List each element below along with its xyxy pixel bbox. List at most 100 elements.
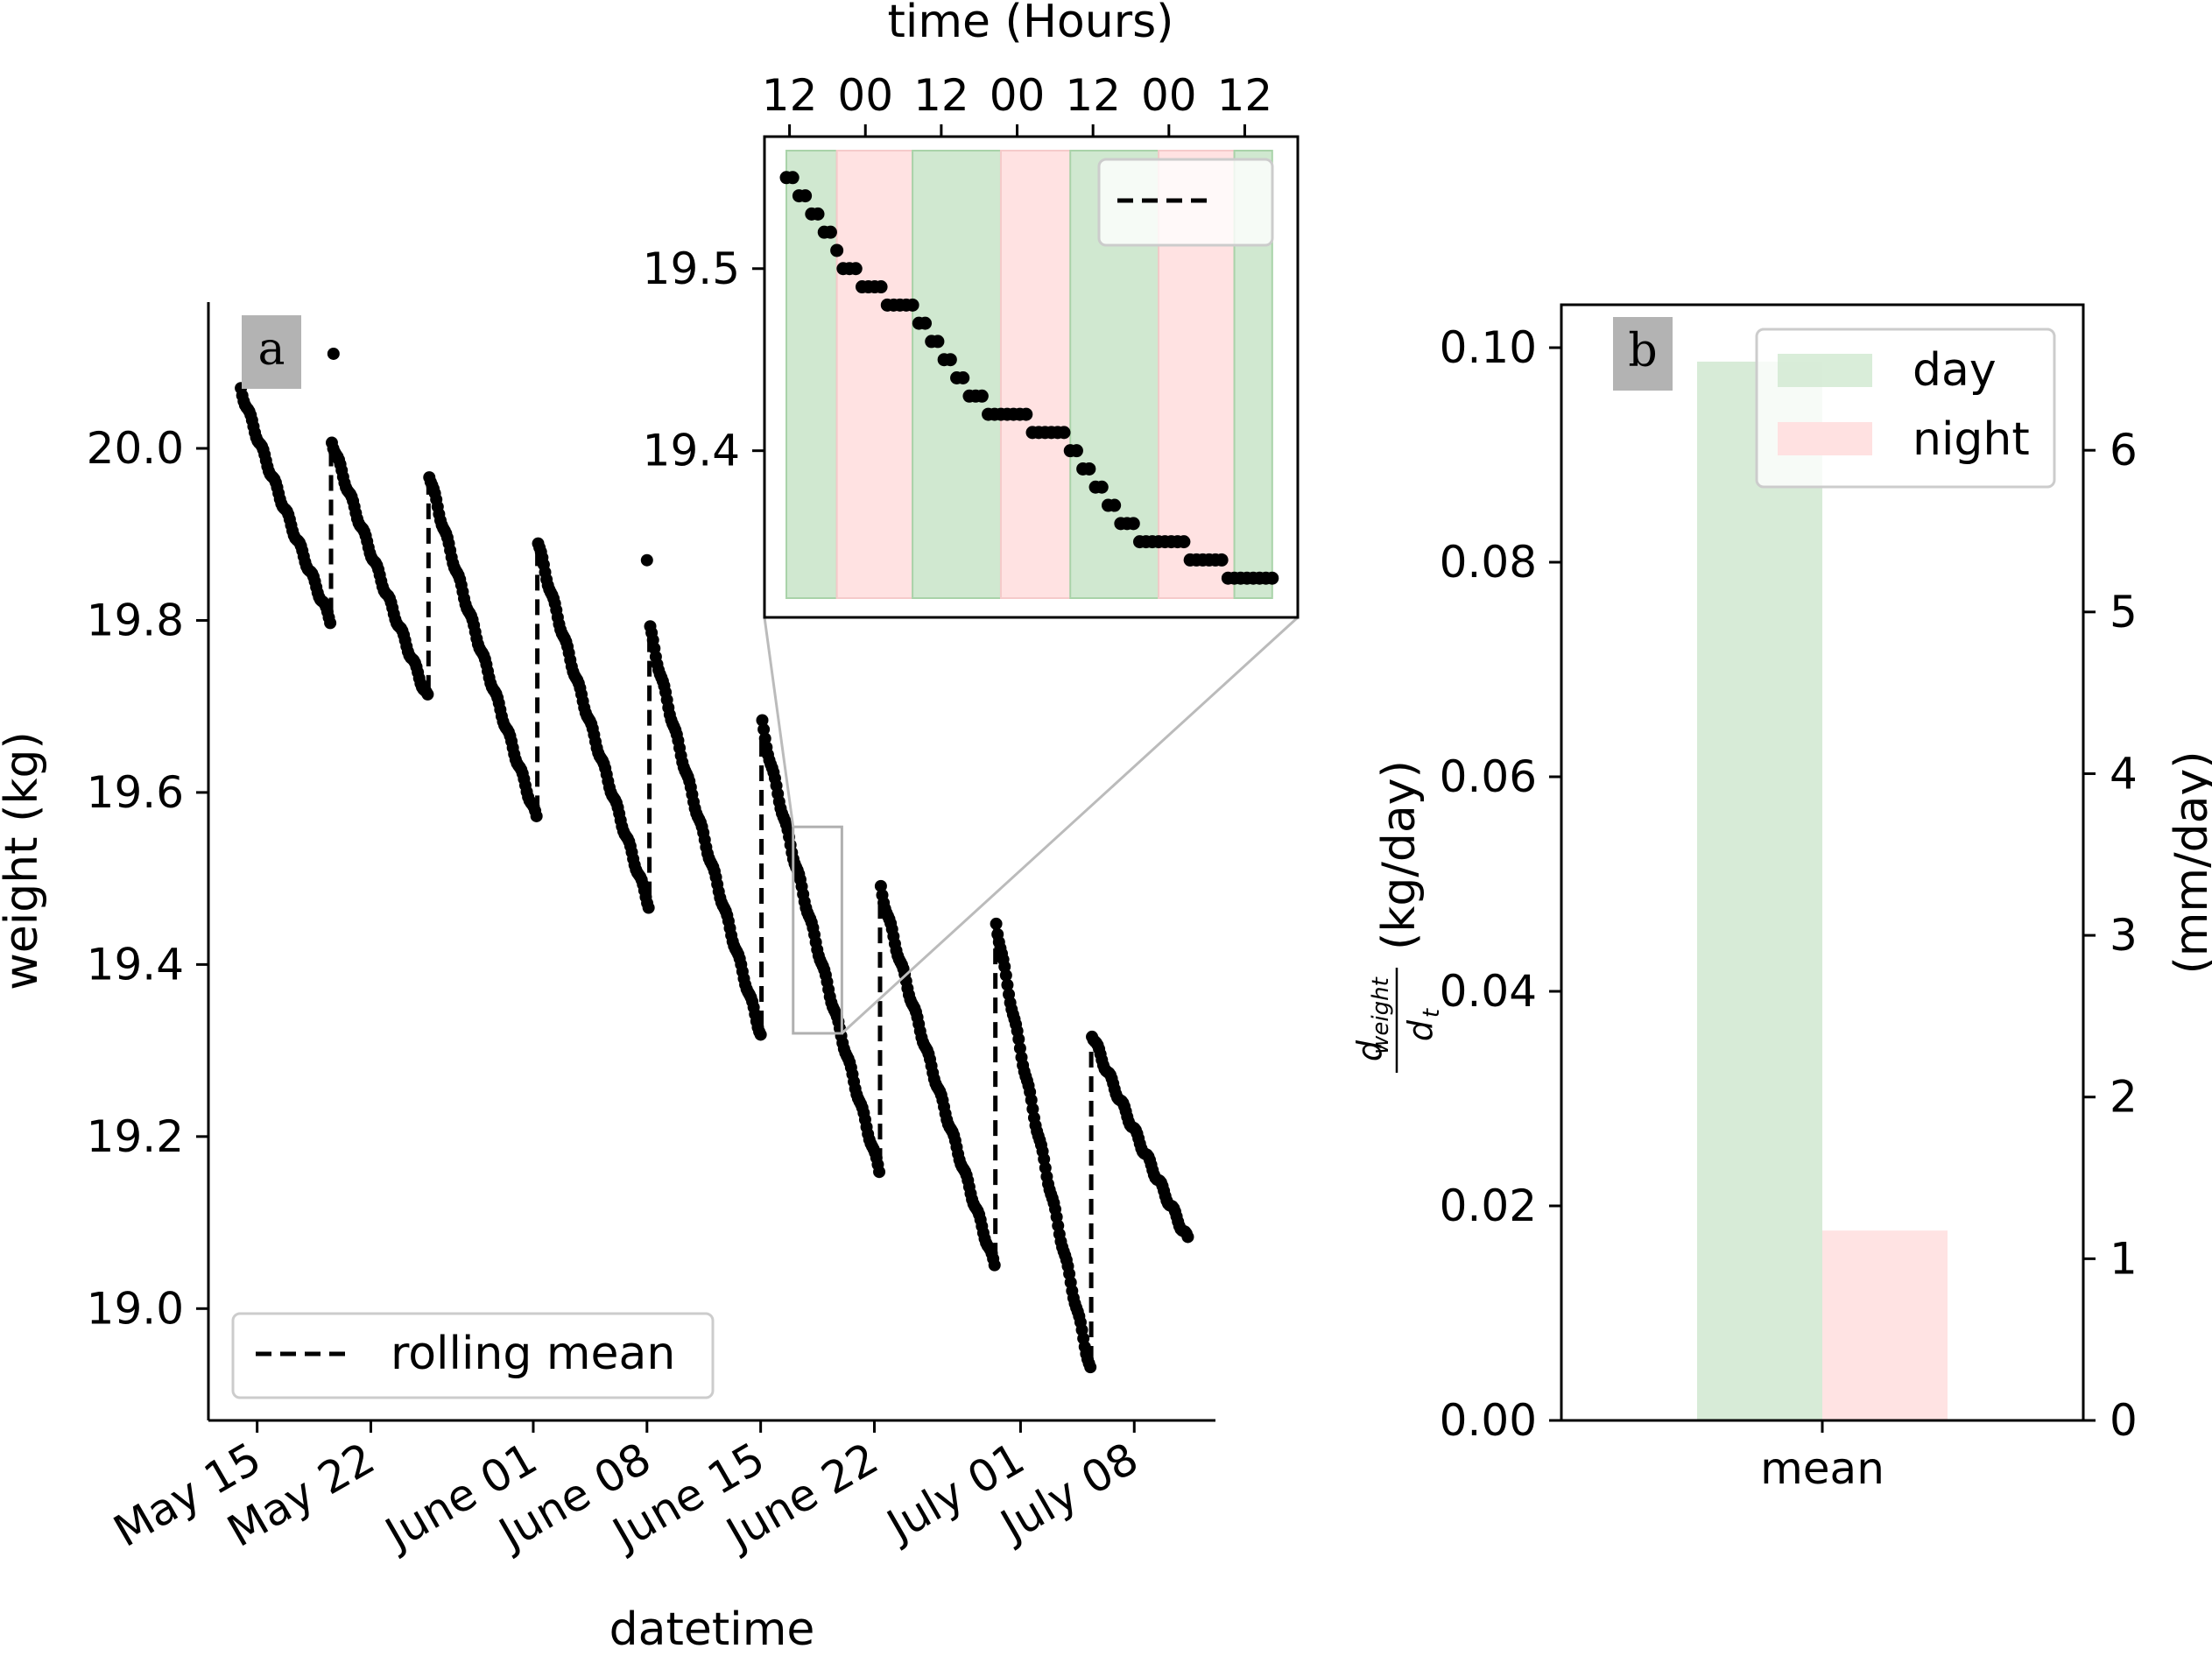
left-y-tick-label: 0.10 xyxy=(1440,322,1537,373)
panel-a-label: a xyxy=(257,323,285,376)
panel-a-zoom-box xyxy=(792,825,843,1035)
weight-point xyxy=(756,714,769,727)
inset-legend xyxy=(1097,158,1274,247)
inset-y-tick-label: 19.4 xyxy=(643,426,740,476)
fraction-denominator-sub: t xyxy=(1419,1008,1445,1018)
panel-b-x-ticks: mean xyxy=(1760,1420,1884,1494)
inset-x-tick-label: 12 xyxy=(762,70,818,121)
right-y-tick-label: 6 xyxy=(2110,425,2138,476)
fraction-denominator: d xyxy=(1401,1019,1440,1041)
inset-weight-point xyxy=(823,225,837,239)
inset-x-tick-label: 12 xyxy=(1217,70,1273,121)
panel-b-legend-label-night: night xyxy=(1913,413,2030,466)
weight-point xyxy=(990,917,1003,930)
panel-b-legend-label-day: day xyxy=(1913,344,1997,397)
inset-y-ticks: 19.4 19.5 xyxy=(643,243,764,476)
weight-outlier-point xyxy=(640,553,653,567)
weight-point xyxy=(757,722,771,736)
inset-x-axis-label: time (Hours) xyxy=(888,0,1174,48)
inset-connector-line-left xyxy=(763,617,795,828)
panel-b-y-axis-label: d weight d t (kg/day) xyxy=(1350,760,1445,1073)
weight-point xyxy=(988,1258,1001,1272)
inset-x-tick-label: 12 xyxy=(1065,70,1121,121)
inset-plot-area xyxy=(779,171,1279,585)
panel-a-y-ticks: 19.0 19.2 19.4 19.6 19.8 20.0 xyxy=(87,423,208,1334)
weight-point xyxy=(1084,1361,1097,1374)
weight-point xyxy=(324,617,337,630)
right-y-tick-label: 4 xyxy=(2110,748,2138,799)
inset-weight-point xyxy=(975,389,989,403)
inset-weight-point xyxy=(1177,535,1191,549)
panel-a-x-axis-label: datetime xyxy=(609,1603,815,1656)
panel-a-label-box xyxy=(242,315,301,389)
left-y-tick-label: 0.02 xyxy=(1440,1180,1537,1231)
panel-b-y-axis-unit: (kg/day) xyxy=(1373,760,1426,950)
inset-y-tick-label: 19.5 xyxy=(643,243,740,294)
y-tick-label: 19.8 xyxy=(87,595,184,645)
weight-outlier-point xyxy=(327,347,340,360)
inset-weight-point xyxy=(943,353,957,367)
inset-weight-point xyxy=(1082,462,1096,476)
panel-b-right-y-ticks: 0 1 2 3 4 5 6 xyxy=(2083,425,2138,1446)
inset-weight-point xyxy=(811,207,825,221)
inset-weight-point xyxy=(874,280,888,294)
inset-weight-point xyxy=(799,189,813,203)
bar-night xyxy=(1822,1230,1948,1420)
inset-x-tick-label: 00 xyxy=(1141,70,1197,121)
panel-b-right-y-axis-label: (mm/day) xyxy=(2166,750,2212,974)
right-y-tick-label: 2 xyxy=(2110,1072,2138,1123)
inset-night-band xyxy=(835,150,914,599)
right-y-tick-label: 3 xyxy=(2110,910,2138,961)
weight-point xyxy=(999,969,1012,982)
weight-point xyxy=(530,809,543,822)
inset-x-tick-label: 00 xyxy=(990,70,1046,121)
weight-point xyxy=(1013,1042,1026,1055)
right-y-tick-label: 5 xyxy=(2110,587,2138,638)
panel-a-plot-area xyxy=(235,347,1194,1374)
inset-weight-point xyxy=(905,298,919,312)
weight-point xyxy=(421,687,434,701)
inset-legend-frame xyxy=(1097,158,1274,247)
panel-b-bars xyxy=(1697,361,1948,1420)
panel-a-legend-label: rolling mean xyxy=(391,1328,675,1380)
inset-weight-point xyxy=(1265,571,1279,585)
weight-point xyxy=(874,879,887,892)
inset-frame xyxy=(763,135,1300,619)
inset-night-band xyxy=(999,150,1072,599)
bar-day xyxy=(1697,361,1822,1420)
panel-b-legend-swatch-day xyxy=(1778,354,1872,387)
inset-weight-point xyxy=(785,171,800,185)
y-tick-label: 20.0 xyxy=(87,423,184,474)
y-tick-label: 19.2 xyxy=(87,1111,184,1162)
weight-point xyxy=(754,1028,767,1041)
y-tick-label: 19.4 xyxy=(87,939,184,990)
inset-weight-point xyxy=(1057,426,1071,440)
y-tick-label: 19.6 xyxy=(87,767,184,818)
inset-connector-line-right xyxy=(841,616,1300,1035)
panel-b-label-box xyxy=(1613,317,1673,391)
inset-weight-point xyxy=(1126,517,1140,531)
left-y-tick-label: 0.06 xyxy=(1440,751,1537,802)
left-y-tick-label: 0.08 xyxy=(1440,537,1537,588)
panel-b-legend: day night xyxy=(1755,328,2056,489)
fraction-numerator-sub: weight xyxy=(1368,976,1394,1053)
y-tick-label: 19.0 xyxy=(87,1283,184,1334)
inset-weight-point xyxy=(1215,553,1229,567)
weight-point xyxy=(1181,1230,1194,1244)
panel-b-chart: 0.00 0.02 0.04 0.06 0.08 0.10 0 1 2 3 4 5 6 mean d … xyxy=(1350,303,2212,1494)
panel-b-left-y-ticks: 0.00 0.02 0.04 0.06 0.08 0.10 xyxy=(1440,322,1561,1446)
weight-point xyxy=(873,1166,886,1179)
inset-weight-point xyxy=(1095,480,1109,494)
panel-b-label: b xyxy=(1628,325,1657,377)
inset-weight-point xyxy=(931,335,945,349)
inset-weight-point xyxy=(849,262,863,276)
panel-a-legend: rolling mean xyxy=(231,1312,715,1399)
panel-a-legend-frame xyxy=(231,1312,715,1399)
inset-chart: 19.4 19.5 12 00 12 00 12 00 12 time (Hours) xyxy=(643,0,1300,619)
inset-weight-point xyxy=(1108,498,1122,512)
fraction-numerator: d xyxy=(1350,1039,1389,1061)
right-y-tick-label: 0 xyxy=(2110,1395,2138,1446)
panel-a-y-axis-label: weight (kg) xyxy=(0,731,48,990)
